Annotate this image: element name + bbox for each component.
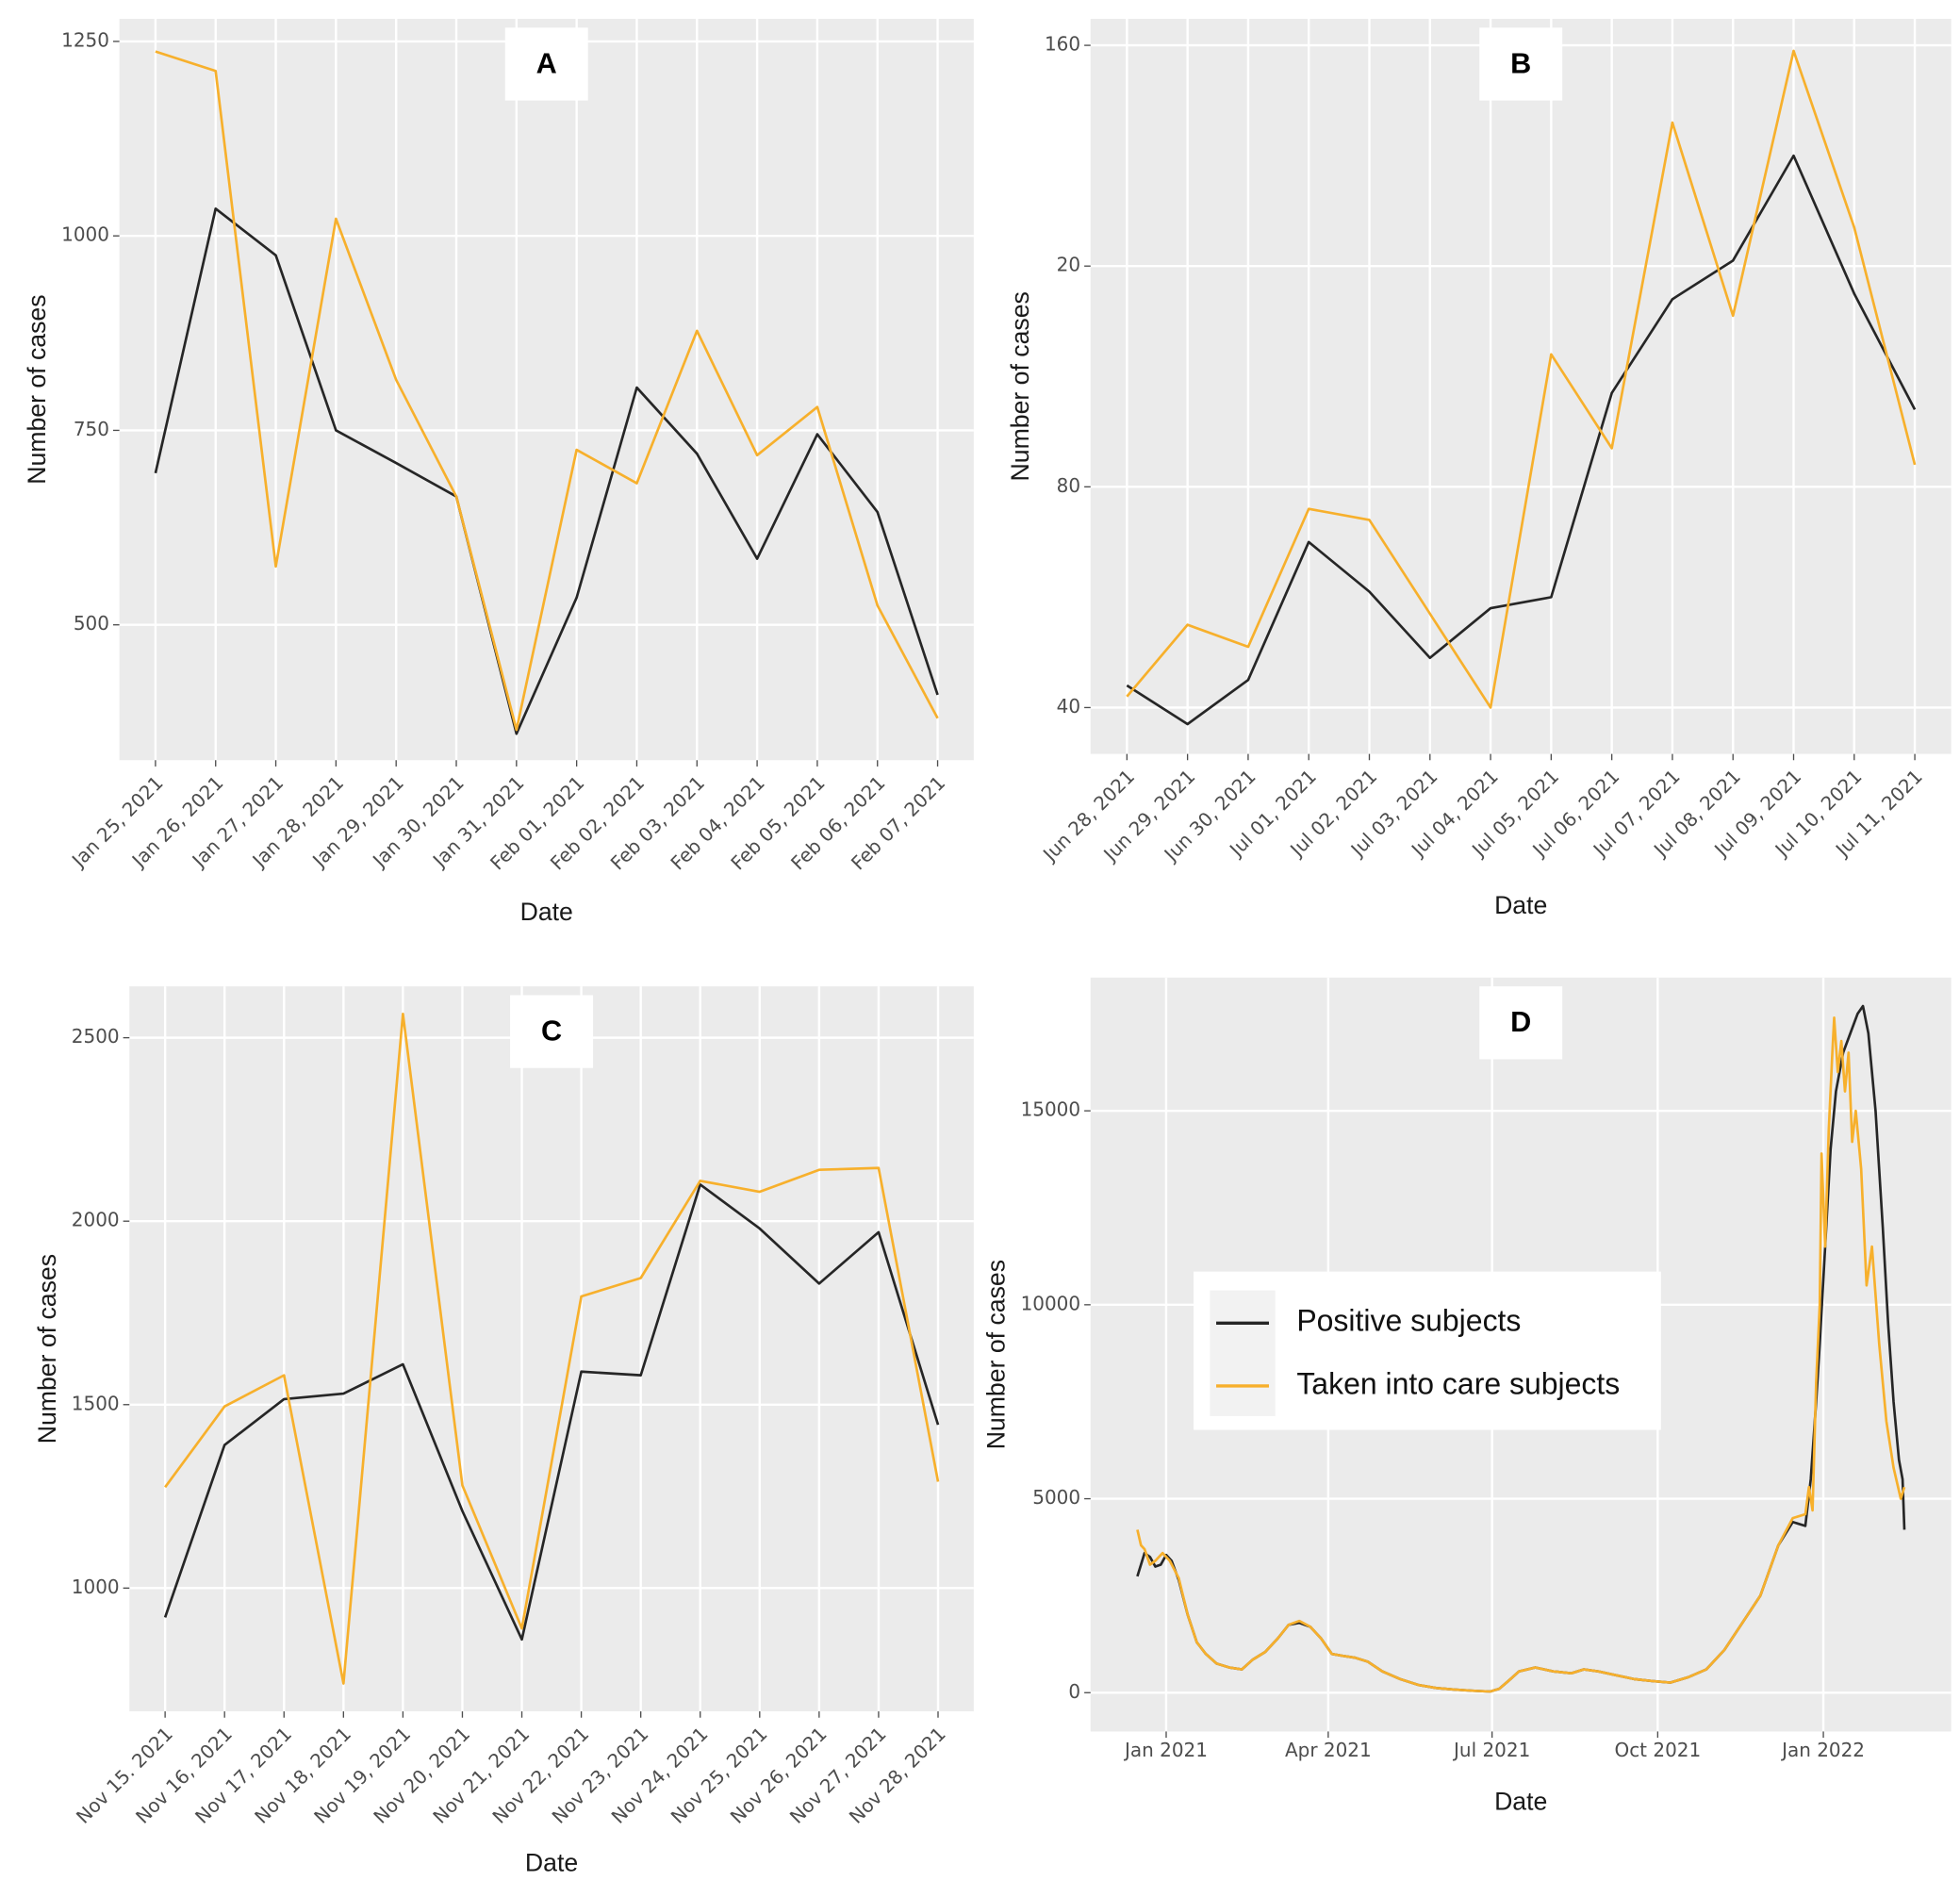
plot-background: [1090, 18, 1952, 754]
panel-label-box: [1479, 27, 1563, 101]
legend-key-bg: [1210, 1290, 1276, 1416]
x-axis-title: Date: [520, 898, 573, 926]
panel-label: B: [1510, 47, 1531, 79]
y-tick-label: 1000: [72, 1576, 120, 1598]
panel-label: D: [1510, 1006, 1531, 1038]
series-line: [1126, 49, 1917, 709]
y-tick-label: 10000: [1021, 1292, 1081, 1314]
series-line: [154, 206, 939, 735]
y-tick-label: 15000: [1021, 1098, 1081, 1121]
series-line: [1126, 154, 1917, 726]
legend-label: Positive subjects: [1296, 1304, 1521, 1338]
panel-label-box: [1479, 986, 1563, 1060]
x-tick-label: Jul 2021: [1452, 1739, 1530, 1761]
panel-label-box: [504, 27, 588, 101]
y-tick-label: 1250: [61, 28, 109, 51]
panel-label-box: [510, 995, 594, 1068]
y-tick-label: 500: [74, 612, 109, 635]
plot-background: [119, 18, 974, 761]
x-tick-label: Apr 2021: [1285, 1739, 1372, 1761]
y-tick-label: 20: [1057, 254, 1080, 276]
y-tick-label: 1000: [61, 223, 109, 246]
panel-label: A: [536, 47, 557, 79]
x-axis-title: Date: [525, 1849, 578, 1877]
series-line: [163, 1182, 940, 1642]
series-line: [155, 50, 939, 732]
y-tick-label: 160: [1045, 33, 1080, 56]
y-tick-label: 750: [74, 418, 109, 440]
y-tick-label: 1500: [72, 1392, 120, 1414]
y-tick-label: 2500: [72, 1025, 120, 1048]
panel-label: C: [541, 1015, 562, 1048]
y-tick-label: 40: [1057, 695, 1080, 718]
legend-label: Taken into care subjects: [1296, 1366, 1620, 1400]
y-tick-label: 80: [1057, 474, 1080, 497]
x-axis-title: Date: [1494, 891, 1547, 919]
y-tick-label: 2000: [72, 1209, 120, 1231]
x-tick-label: Jan 2022: [1780, 1739, 1865, 1761]
y-axis-title: Number of cases: [982, 1260, 1011, 1449]
x-tick-label: Jan 2021: [1123, 1739, 1208, 1761]
plot-background: [129, 986, 974, 1712]
series-line: [164, 1012, 940, 1685]
y-axis-title: Number of cases: [1006, 291, 1034, 481]
y-tick-label: 0: [1068, 1680, 1080, 1703]
y-axis-title: Number of cases: [33, 1254, 61, 1444]
y-tick-label: 5000: [1032, 1486, 1080, 1509]
x-tick-label: Oct 2021: [1615, 1739, 1702, 1761]
series-line: [1136, 1016, 1906, 1693]
y-axis-title: Number of cases: [23, 294, 51, 484]
x-axis-title: Date: [1494, 1787, 1547, 1815]
